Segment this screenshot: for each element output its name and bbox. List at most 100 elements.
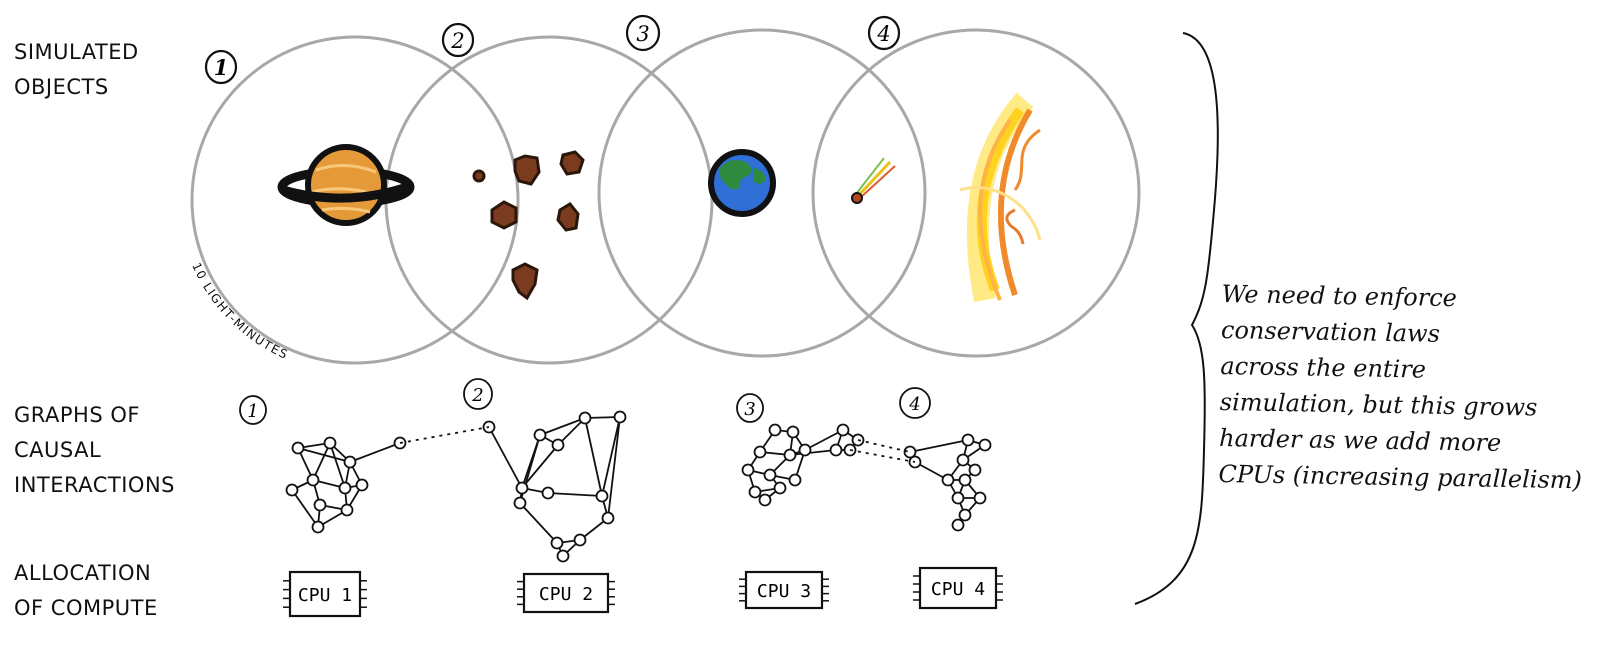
graph-node xyxy=(515,481,529,495)
region-number-3: 3 xyxy=(636,22,649,46)
graph-edge xyxy=(607,416,621,519)
graph-node xyxy=(973,491,987,505)
graph-edge xyxy=(297,447,351,463)
graph-node xyxy=(343,455,357,469)
graph-node xyxy=(956,453,970,467)
region-circle-2 xyxy=(384,35,714,365)
comet-icon xyxy=(851,157,896,204)
graph-node xyxy=(306,473,320,487)
graph-node xyxy=(578,411,592,425)
region-number-4: 4 xyxy=(876,22,890,46)
graph-node xyxy=(541,486,555,500)
star-icon xyxy=(959,92,1042,303)
graph-edge xyxy=(519,502,558,544)
graph-node xyxy=(798,443,812,457)
annotation-note: We need to enforce conservation laws acr… xyxy=(1218,279,1583,495)
label-simulated-objects: SIMULATED OBJECTS xyxy=(14,40,139,99)
graph-node xyxy=(978,438,992,452)
graph-edge xyxy=(291,489,319,528)
graph-node xyxy=(601,511,615,525)
graph-node xyxy=(323,436,337,450)
graph-node xyxy=(338,481,352,495)
graph-node xyxy=(968,463,982,477)
ringed-planet-icon xyxy=(277,144,415,226)
label-allocation-of-compute: ALLOCATION OF COMPUTE xyxy=(14,561,158,620)
graph-edge xyxy=(539,417,586,436)
region-number-2: 2 xyxy=(450,29,464,53)
causal-graph-2 xyxy=(482,410,627,563)
graph-node xyxy=(763,468,777,482)
inter-region-link xyxy=(857,439,911,453)
cpu-label-1: CPU 1 xyxy=(298,585,352,606)
graph-node xyxy=(768,423,782,437)
asteroids-icon xyxy=(472,150,585,301)
causal-graphs xyxy=(285,410,992,563)
graph-node xyxy=(355,478,369,492)
region-circle-4 xyxy=(811,28,1141,358)
graph-node xyxy=(788,473,802,487)
region-badge-3: 3 xyxy=(625,14,661,52)
cpu-chip-4: CPU 4 xyxy=(913,566,1003,610)
graph-node xyxy=(961,433,975,447)
graph-label-1: 1 xyxy=(239,395,267,425)
graph-edge xyxy=(601,416,621,497)
region-badge-1: 1 xyxy=(204,49,238,85)
graph-node xyxy=(951,491,965,505)
graph-node xyxy=(291,441,305,455)
graph-node xyxy=(550,536,564,550)
graph-labels: 1 2 3 4 xyxy=(239,378,931,425)
graph-node xyxy=(556,549,570,563)
graph-number-3: 3 xyxy=(744,399,755,420)
causal-graph-1 xyxy=(285,436,407,534)
region-circle-3 xyxy=(597,28,927,358)
causal-graph-4 xyxy=(903,433,992,532)
graph-label-3: 3 xyxy=(736,393,764,423)
graph-node xyxy=(595,489,609,503)
graph-node xyxy=(285,483,299,497)
region-badges: 1 2 3 4 xyxy=(204,14,901,85)
graph-edge xyxy=(909,439,969,453)
graph-edge xyxy=(488,426,523,489)
cpu-label-2: CPU 2 xyxy=(539,584,593,605)
graph-node xyxy=(573,533,587,547)
earth-planet-icon xyxy=(708,149,776,217)
graph-node xyxy=(958,508,972,522)
cpu-chip-1: CPU 1 xyxy=(283,570,367,618)
cpu-chip-body xyxy=(288,570,362,618)
graph-edge xyxy=(349,442,401,463)
region-number-1: 1 xyxy=(214,55,229,80)
scale-label: 10 LIGHT-MINUTES xyxy=(189,260,291,362)
graph-label-4: 4 xyxy=(899,387,931,419)
graph-node xyxy=(753,445,767,459)
curly-brace xyxy=(1134,32,1219,605)
cpu-chip-body xyxy=(918,566,998,610)
region-badge-2: 2 xyxy=(441,22,475,58)
graph-node xyxy=(311,520,325,534)
cpu-chip-body xyxy=(522,572,610,614)
graph-node xyxy=(941,473,955,487)
graph-number-1: 1 xyxy=(247,401,258,422)
cpu-label-4: CPU 4 xyxy=(931,579,985,600)
graph-number-2: 2 xyxy=(471,385,483,406)
inter-region-link xyxy=(849,449,916,463)
graph-edge xyxy=(521,444,559,489)
graph-edge xyxy=(547,492,603,497)
graph-number-4: 4 xyxy=(908,394,920,415)
graph-node xyxy=(773,481,787,495)
region-circle-1 xyxy=(190,35,520,365)
graph-node xyxy=(903,445,917,459)
cpu-chip-body xyxy=(744,570,824,610)
graph-node xyxy=(748,485,762,499)
graph-node xyxy=(958,473,972,487)
graph-label-2: 2 xyxy=(463,378,493,410)
graph-edge xyxy=(312,442,331,481)
graph-node xyxy=(313,498,327,512)
graph-node xyxy=(783,448,797,462)
graph-node xyxy=(836,423,850,437)
label-graphs-of-causal-interactions: GRAPHS OF CAUSAL INTERACTIONS xyxy=(14,403,175,497)
inter-region-link xyxy=(399,426,490,444)
graph-node xyxy=(551,438,565,452)
causal-graph-3 xyxy=(741,423,865,507)
graph-node xyxy=(533,428,547,442)
